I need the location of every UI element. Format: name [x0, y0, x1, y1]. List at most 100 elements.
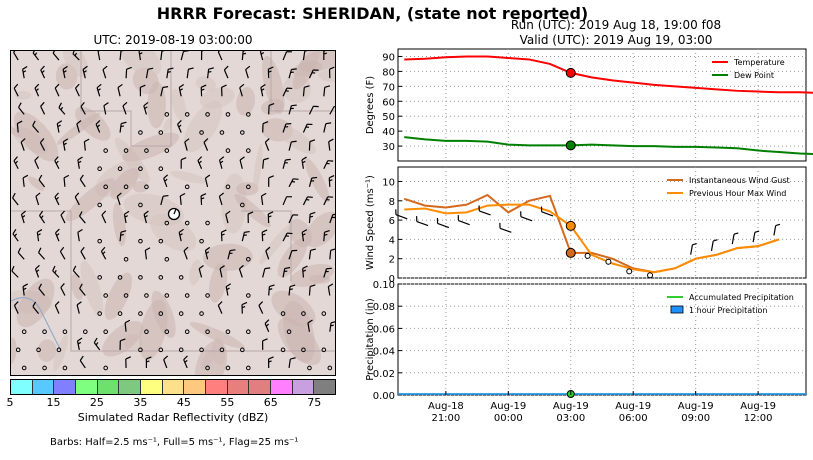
wind-barb-flag: [77, 156, 83, 161]
wind-barb-half: [95, 342, 99, 346]
wind-barb: [220, 229, 227, 242]
wind-barb-half: [139, 52, 143, 55]
wind-barb-half: [37, 233, 41, 236]
wind-barb-flag: [80, 246, 85, 252]
calm-wind-marker: [184, 112, 190, 117]
wind-barb-half: [243, 234, 247, 236]
wind-barb-staff: [479, 210, 491, 216]
map-title: UTC: 2019-08-19 03:00:00: [93, 33, 253, 47]
calm-wind-marker: [21, 329, 27, 335]
wind-barb-flag: [120, 338, 126, 342]
wind-barb-staff: [82, 69, 86, 79]
colorbar-tick-label: 25: [89, 396, 104, 409]
calm-wind-marker: [240, 130, 245, 135]
wind-barb-flag: [291, 249, 298, 252]
calm-wind-marker: [184, 220, 190, 226]
wind-barb-staff: [93, 342, 101, 351]
wind-barb-staff: [241, 232, 245, 242]
wind-barb-flag: [225, 210, 231, 215]
wind-barb: [239, 83, 245, 97]
wind-barb-staff: [323, 87, 326, 97]
wind-barb: [307, 319, 313, 332]
wind-barb-half: [325, 270, 329, 273]
y-tick-label: 4: [389, 235, 395, 246]
calm-wind-marker: [225, 365, 231, 371]
wind-barb: [260, 192, 267, 206]
wind-barb-flag: [324, 230, 330, 233]
wind-barb: [11, 265, 19, 278]
wind-barb-staff: [54, 232, 60, 242]
calm-wind-marker: [158, 166, 164, 172]
wind-barb-flag: [54, 301, 60, 306]
wind-barb-staff: [116, 196, 121, 206]
wind-barb: [241, 230, 250, 242]
wind-barb-staff: [34, 87, 40, 97]
wind-barb-staff: [308, 106, 314, 115]
wind-barb: [323, 122, 332, 133]
wind-barb-flag: [225, 283, 232, 288]
wind-barb-flag: [38, 283, 43, 289]
wind-barb: [288, 214, 299, 224]
wind-barb-flag: [258, 301, 264, 306]
wind-barb-staff: [308, 286, 311, 296]
wind-barb-staff: [288, 141, 292, 151]
colorbar-segment: [32, 380, 55, 394]
calm-wind-marker: [138, 238, 143, 244]
wind-barb-staff: [268, 286, 270, 296]
wind-barb-flag: [62, 138, 69, 143]
wind-barb-flag: [327, 196, 334, 198]
wind-barb-half: [329, 179, 333, 182]
colorbar-tick-label: 45: [176, 396, 191, 409]
calm-wind-marker: [246, 184, 251, 190]
calm-wind-marker: [246, 293, 251, 298]
wind-barb-staff: [22, 286, 25, 296]
wind-barb: [323, 85, 331, 97]
calm-wind-marker: [164, 148, 170, 153]
wind-barb-half: [35, 88, 39, 92]
wind-barb: [54, 192, 60, 206]
wind-barb: [93, 337, 101, 351]
wind-barb-staff: [225, 214, 229, 224]
wind-barb-staff: [11, 270, 19, 278]
wind-barb-flag: [221, 229, 227, 233]
wind-barb: [308, 69, 319, 79]
wind-barb-half: [221, 233, 225, 236]
wind-barb-staff: [225, 286, 229, 296]
terrain-shading: [132, 180, 148, 193]
terrain-shading: [171, 88, 187, 122]
wind-barb-staff: [327, 286, 331, 296]
wind-barb-flag: [13, 156, 18, 162]
wind-barb: [72, 51, 80, 61]
wind-barb-staff: [259, 51, 264, 61]
wind-barb: [203, 138, 209, 151]
calm-wind-marker: [246, 365, 251, 371]
wind-barb: [395, 209, 408, 220]
wind-barb: [282, 196, 293, 206]
wind-barb: [54, 156, 60, 170]
wind-barb: [95, 119, 101, 133]
wind-barb: [288, 140, 297, 151]
wind-barb-flag: [40, 65, 45, 71]
wind-barb-flag: [239, 156, 245, 161]
wind-barb-flag: [74, 192, 80, 198]
wind-barb-staff: [288, 69, 292, 79]
wind-barb-staff: [223, 69, 229, 79]
wind-barb-half: [306, 198, 310, 201]
wind-barb: [40, 65, 46, 79]
wind-barb-half: [331, 216, 335, 219]
wind-barb-staff: [308, 177, 313, 187]
figure-title: HRRR Forecast: SHERIDAN, (state not repo…: [156, 4, 589, 23]
wind-barb-staff: [238, 268, 243, 278]
wind-barb-staff: [262, 159, 265, 169]
wind-barb-flag: [310, 248, 316, 251]
wind-barb: [204, 246, 211, 260]
wind-barb-half: [310, 180, 315, 182]
colorbar-segment: [249, 380, 272, 394]
terrain-shading: [318, 68, 335, 83]
wind-barb-flag: [179, 192, 186, 197]
terrain-shading: [75, 106, 111, 141]
wind-barb-half: [309, 215, 314, 218]
wind-barb: [302, 123, 313, 133]
wind-barb-staff: [63, 177, 66, 187]
wind-barb-flag: [309, 139, 316, 143]
